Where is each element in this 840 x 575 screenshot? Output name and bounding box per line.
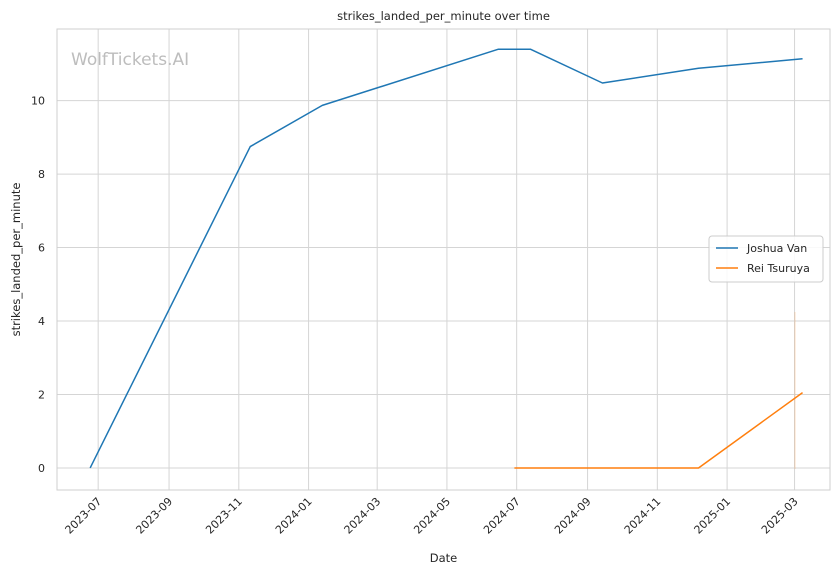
legend: Joshua Van Rei Tsuruya (708, 235, 824, 283)
x-tick-label: 2024-01 (273, 495, 315, 537)
chart-title: strikes_landed_per_minute over time (337, 9, 550, 23)
x-axis-label: Date (430, 551, 458, 565)
y-tick-label: 2 (38, 388, 45, 401)
x-tick-label: 2024-03 (342, 495, 384, 537)
x-tick-label: 2023-09 (133, 495, 175, 537)
series-line-rei-tsuruya (514, 392, 803, 469)
x-tick-label: 2025-01 (692, 495, 734, 537)
plot-frame (56, 28, 831, 491)
legend-label: Rei Tsuruya (747, 262, 810, 275)
y-tick-label: 4 (38, 315, 45, 328)
plot-background (57, 29, 830, 490)
x-tick-label: 2024-11 (622, 495, 664, 537)
y-axis-label: strikes_landed_per_minute (9, 183, 23, 337)
y-tick-label: 10 (31, 95, 45, 108)
y-axis-ticks: 0 2 4 6 8 10 (31, 95, 45, 475)
y-tick-label: 8 (38, 168, 45, 181)
x-tick-label: 2023-11 (203, 495, 245, 537)
series-line-joshua-van (89, 48, 803, 469)
x-tick-label: 2024-09 (552, 495, 594, 537)
x-tick-label: 2025-03 (759, 495, 801, 537)
series-group (89, 48, 803, 469)
x-tick-label: 2024-07 (481, 495, 523, 537)
watermark: WolfTickets.AI (71, 50, 189, 70)
x-tick-label: 2023-07 (63, 495, 105, 537)
y-tick-label: 0 (38, 462, 45, 475)
x-axis-ticks: 2023-07 2023-09 2023-11 2024-01 2024-03 2024-… (63, 495, 801, 537)
legend-label: Joshua Van (746, 242, 807, 255)
y-tick-label: 6 (38, 242, 45, 255)
x-tick-label: 2024-05 (411, 495, 453, 537)
